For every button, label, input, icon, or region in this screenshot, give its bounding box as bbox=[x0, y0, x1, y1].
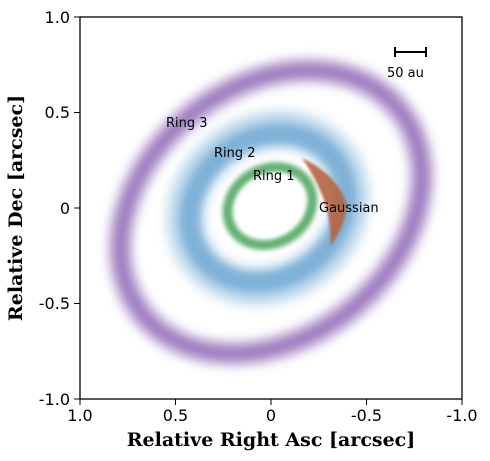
x-tick-label: 0.5 bbox=[163, 406, 188, 425]
y-tick-label: 0 bbox=[60, 199, 70, 218]
y-tick-label: -0.5 bbox=[39, 294, 70, 313]
ring-1-label: Ring 1 bbox=[253, 169, 295, 184]
scale-bar-label: 50 au bbox=[387, 66, 424, 81]
ring-1 bbox=[222, 162, 318, 250]
y-axis-title: Relative Dec [arcsec] bbox=[5, 95, 27, 321]
y-tick-label: 1.0 bbox=[45, 8, 70, 27]
ring-2 bbox=[167, 111, 369, 305]
x-axis: 1.0 0.5 0 -0.5 -1.0 bbox=[67, 399, 478, 425]
x-tick-label: 1.0 bbox=[67, 406, 92, 425]
scale-bar: 50 au bbox=[387, 47, 427, 81]
x-tick-label: -0.5 bbox=[351, 406, 382, 425]
y-tick-label: 0.5 bbox=[45, 103, 70, 122]
ring-3-label: Ring 3 bbox=[166, 116, 208, 131]
gaussian-component bbox=[302, 158, 347, 246]
x-tick-label: -1.0 bbox=[446, 406, 477, 425]
x-tick-label: 0 bbox=[266, 406, 276, 425]
gaussian-label: Gaussian bbox=[319, 201, 379, 216]
ring-3 bbox=[110, 60, 432, 364]
disk-components bbox=[110, 60, 432, 364]
y-tick-label: -1.0 bbox=[39, 390, 70, 409]
ring-2-label: Ring 2 bbox=[214, 146, 256, 161]
y-axis: 1.0 0.5 0 -0.5 -1.0 bbox=[39, 8, 80, 409]
x-axis-title: Relative Right Asc [arcsec] bbox=[127, 429, 416, 451]
